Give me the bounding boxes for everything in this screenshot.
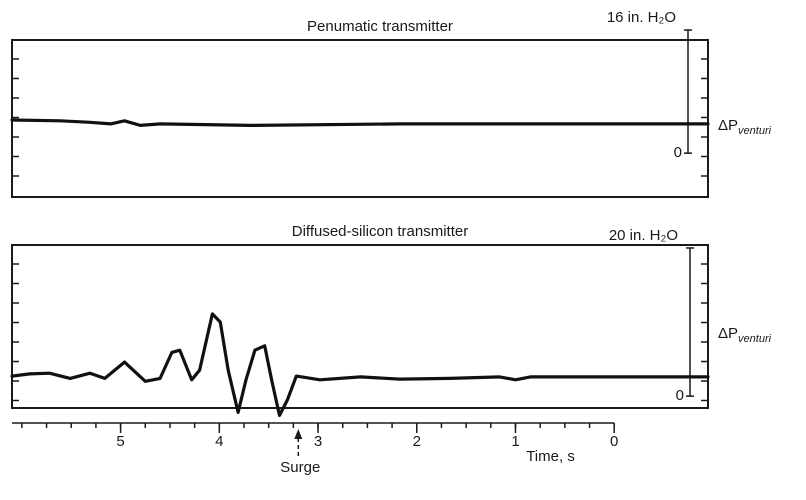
y-axis-label: ΔPventuri [718, 325, 772, 345]
x-tick-label: 1 [511, 433, 519, 450]
x-tick-label: 0 [610, 433, 618, 450]
trace [10, 312, 710, 417]
scale-label: 20 in. H₂O [609, 227, 678, 244]
y-label-sub: venturi [738, 125, 772, 137]
trace [10, 118, 710, 127]
annotation-text: Surge [280, 459, 320, 476]
x-tick-label: 4 [215, 433, 223, 450]
x-tick-label: 3 [314, 433, 322, 450]
panel-title: Diffused-silicon transmitter [292, 223, 468, 240]
x-tick-label: 5 [116, 433, 124, 450]
y-axis-label: ΔPventuri [718, 117, 772, 137]
annotation-arrowhead [294, 429, 303, 439]
panel-title: Penumatic transmitter [307, 18, 453, 35]
scale-label: 16 in. H₂O [607, 9, 676, 26]
plot-frame [11, 244, 709, 409]
y-label-sub: venturi [738, 333, 772, 345]
scale-label: 0 [674, 144, 682, 161]
x-tick-label: 2 [413, 433, 421, 450]
y-label-main: ΔP [718, 117, 738, 134]
plot-frame [11, 39, 709, 198]
x-axis-label: Time, s [526, 448, 575, 465]
scale-label: 0 [676, 387, 684, 404]
y-label-main: ΔP [718, 325, 738, 342]
